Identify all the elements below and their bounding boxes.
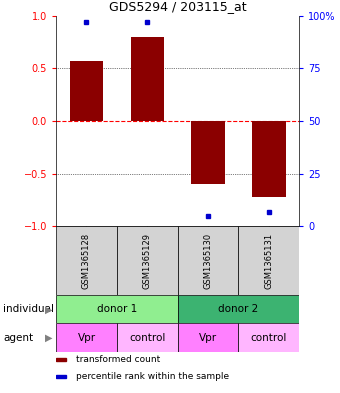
Text: donor 1: donor 1 — [97, 304, 137, 314]
Text: individual: individual — [3, 304, 54, 314]
Text: GSM1365131: GSM1365131 — [264, 233, 273, 289]
Text: GSM1365129: GSM1365129 — [143, 233, 152, 289]
Text: ▶: ▶ — [45, 304, 52, 314]
Bar — [56, 295, 177, 323]
Bar — [191, 121, 225, 184]
Bar — [177, 226, 238, 295]
Bar — [177, 295, 299, 323]
Bar — [70, 61, 103, 121]
Text: control: control — [251, 332, 287, 343]
Title: GDS5294 / 203115_at: GDS5294 / 203115_at — [109, 0, 246, 13]
Bar — [56, 226, 117, 295]
Text: GSM1365128: GSM1365128 — [82, 233, 91, 289]
Text: percentile rank within the sample: percentile rank within the sample — [76, 372, 229, 381]
Text: agent: agent — [3, 332, 34, 343]
Bar — [177, 323, 238, 352]
Text: Vpr: Vpr — [78, 332, 96, 343]
Bar — [56, 323, 117, 352]
Bar — [56, 375, 66, 378]
Text: Vpr: Vpr — [199, 332, 217, 343]
Bar — [117, 323, 177, 352]
Bar — [238, 323, 299, 352]
Bar — [238, 226, 299, 295]
Text: ▶: ▶ — [45, 332, 52, 343]
Text: donor 2: donor 2 — [218, 304, 258, 314]
Bar — [56, 358, 66, 361]
Bar — [131, 37, 164, 121]
Bar — [252, 121, 286, 197]
Bar — [117, 226, 177, 295]
Text: GSM1365130: GSM1365130 — [204, 233, 212, 289]
Text: control: control — [129, 332, 166, 343]
Text: transformed count: transformed count — [76, 355, 160, 364]
